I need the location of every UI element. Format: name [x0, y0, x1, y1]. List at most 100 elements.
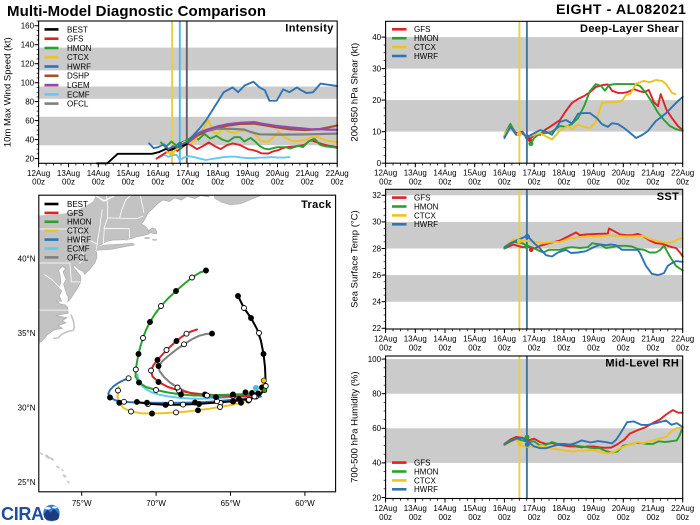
svg-text:35°N: 35°N: [18, 329, 36, 338]
svg-text:00z: 00z: [587, 178, 600, 187]
svg-text:00z: 00z: [498, 178, 511, 187]
svg-text:00z: 00z: [271, 178, 284, 187]
svg-text:00z: 00z: [557, 178, 570, 187]
svg-text:26: 26: [372, 271, 381, 280]
svg-text:Track: Track: [301, 199, 332, 211]
svg-text:GFS: GFS: [414, 25, 430, 34]
svg-text:HWRF: HWRF: [414, 485, 438, 494]
svg-text:24: 24: [372, 298, 381, 307]
svg-text:15Aug: 15Aug: [463, 335, 486, 344]
svg-text:HMON: HMON: [67, 218, 92, 227]
svg-text:20Aug: 20Aug: [612, 169, 635, 178]
svg-text:30°N: 30°N: [18, 403, 36, 412]
svg-text:15Aug: 15Aug: [117, 169, 140, 178]
svg-text:00z: 00z: [409, 343, 422, 352]
svg-text:00z: 00z: [409, 513, 422, 522]
svg-text:20: 20: [25, 154, 34, 163]
svg-text:HWRF: HWRF: [67, 62, 91, 71]
svg-text:20: 20: [372, 493, 381, 502]
svg-text:22: 22: [372, 324, 381, 333]
svg-text:19Aug: 19Aug: [582, 335, 605, 344]
svg-text:CTCX: CTCX: [414, 476, 436, 485]
svg-text:16Aug: 16Aug: [493, 169, 516, 178]
svg-text:00z: 00z: [439, 178, 452, 187]
svg-text:17Aug: 17Aug: [523, 335, 546, 344]
svg-text:CTCX: CTCX: [414, 43, 436, 52]
svg-text:GFS: GFS: [414, 194, 430, 203]
svg-text:00z: 00z: [557, 513, 570, 522]
svg-text:00z: 00z: [32, 178, 45, 187]
svg-text:22Aug: 22Aug: [671, 169, 694, 178]
svg-text:00z: 00z: [617, 513, 630, 522]
svg-text:12Aug: 12Aug: [27, 169, 50, 178]
svg-text:HWRF: HWRF: [414, 220, 438, 229]
svg-text:00z: 00z: [122, 178, 135, 187]
svg-text:CIRA: CIRA: [1, 504, 44, 524]
svg-text:13Aug: 13Aug: [404, 504, 427, 513]
svg-text:Sea Surface Temp (°C): Sea Surface Temp (°C): [350, 210, 361, 308]
svg-text:00z: 00z: [528, 513, 541, 522]
svg-text:19Aug: 19Aug: [582, 169, 605, 178]
svg-text:14Aug: 14Aug: [87, 169, 110, 178]
svg-text:Deep-Layer Shear: Deep-Layer Shear: [580, 23, 680, 35]
svg-text:65°W: 65°W: [221, 499, 241, 508]
svg-text:00z: 00z: [468, 178, 481, 187]
svg-text:12Aug: 12Aug: [374, 169, 397, 178]
svg-text:20Aug: 20Aug: [266, 169, 289, 178]
svg-text:200-850 hPa Shear (kt): 200-850 hPa Shear (kt): [350, 43, 361, 142]
svg-text:0: 0: [377, 159, 382, 168]
svg-text:HMON: HMON: [67, 44, 92, 53]
svg-text:ECMF: ECMF: [67, 244, 90, 253]
svg-text:00z: 00z: [676, 513, 689, 522]
svg-text:80: 80: [25, 97, 34, 106]
svg-text:16Aug: 16Aug: [493, 335, 516, 344]
svg-text:00z: 00z: [211, 178, 224, 187]
svg-text:00z: 00z: [647, 513, 660, 522]
svg-text:140: 140: [21, 41, 35, 50]
svg-text:00z: 00z: [587, 513, 600, 522]
svg-text:00z: 00z: [439, 513, 452, 522]
svg-text:60: 60: [372, 424, 381, 433]
svg-text:00z: 00z: [468, 343, 481, 352]
svg-text:14Aug: 14Aug: [433, 335, 456, 344]
svg-text:20Aug: 20Aug: [612, 504, 635, 513]
svg-text:21Aug: 21Aug: [641, 504, 664, 513]
svg-text:BEST: BEST: [67, 25, 88, 34]
svg-text:00z: 00z: [152, 178, 165, 187]
svg-text:00z: 00z: [379, 178, 392, 187]
svg-text:100: 100: [368, 355, 382, 364]
svg-text:15Aug: 15Aug: [463, 504, 486, 513]
svg-text:00z: 00z: [92, 178, 105, 187]
svg-text:00z: 00z: [498, 343, 511, 352]
svg-text:13Aug: 13Aug: [404, 335, 427, 344]
svg-text:00z: 00z: [181, 178, 194, 187]
svg-text:14Aug: 14Aug: [433, 169, 456, 178]
svg-text:00z: 00z: [241, 178, 254, 187]
svg-text:30: 30: [372, 64, 381, 73]
svg-text:60: 60: [25, 116, 34, 125]
svg-text:80: 80: [372, 390, 381, 399]
svg-text:Intensity: Intensity: [285, 23, 334, 35]
svg-text:40°N: 40°N: [18, 255, 36, 264]
svg-text:18Aug: 18Aug: [552, 169, 575, 178]
svg-text:LGEM: LGEM: [67, 81, 90, 90]
svg-text:22Aug: 22Aug: [671, 504, 694, 513]
svg-text:13Aug: 13Aug: [404, 169, 427, 178]
svg-text:10: 10: [372, 128, 381, 137]
svg-text:19Aug: 19Aug: [582, 504, 605, 513]
svg-text:HWRF: HWRF: [67, 236, 91, 245]
svg-text:00z: 00z: [647, 343, 660, 352]
svg-text:40: 40: [25, 135, 34, 144]
svg-text:00z: 00z: [301, 178, 314, 187]
svg-text:32: 32: [372, 191, 381, 200]
svg-text:16Aug: 16Aug: [493, 504, 516, 513]
svg-text:60°W: 60°W: [295, 499, 315, 508]
svg-text:Multi-Model Diagnostic Compari: Multi-Model Diagnostic Comparison: [7, 3, 266, 20]
svg-text:70°W: 70°W: [146, 499, 166, 508]
svg-text:12Aug: 12Aug: [374, 504, 397, 513]
svg-text:HWRF: HWRF: [414, 52, 438, 61]
svg-text:12Aug: 12Aug: [374, 335, 397, 344]
svg-text:19Aug: 19Aug: [236, 169, 259, 178]
svg-text:700-500 hPa Humidity (%): 700-500 hPa Humidity (%): [350, 371, 361, 482]
svg-text:17Aug: 17Aug: [523, 169, 546, 178]
